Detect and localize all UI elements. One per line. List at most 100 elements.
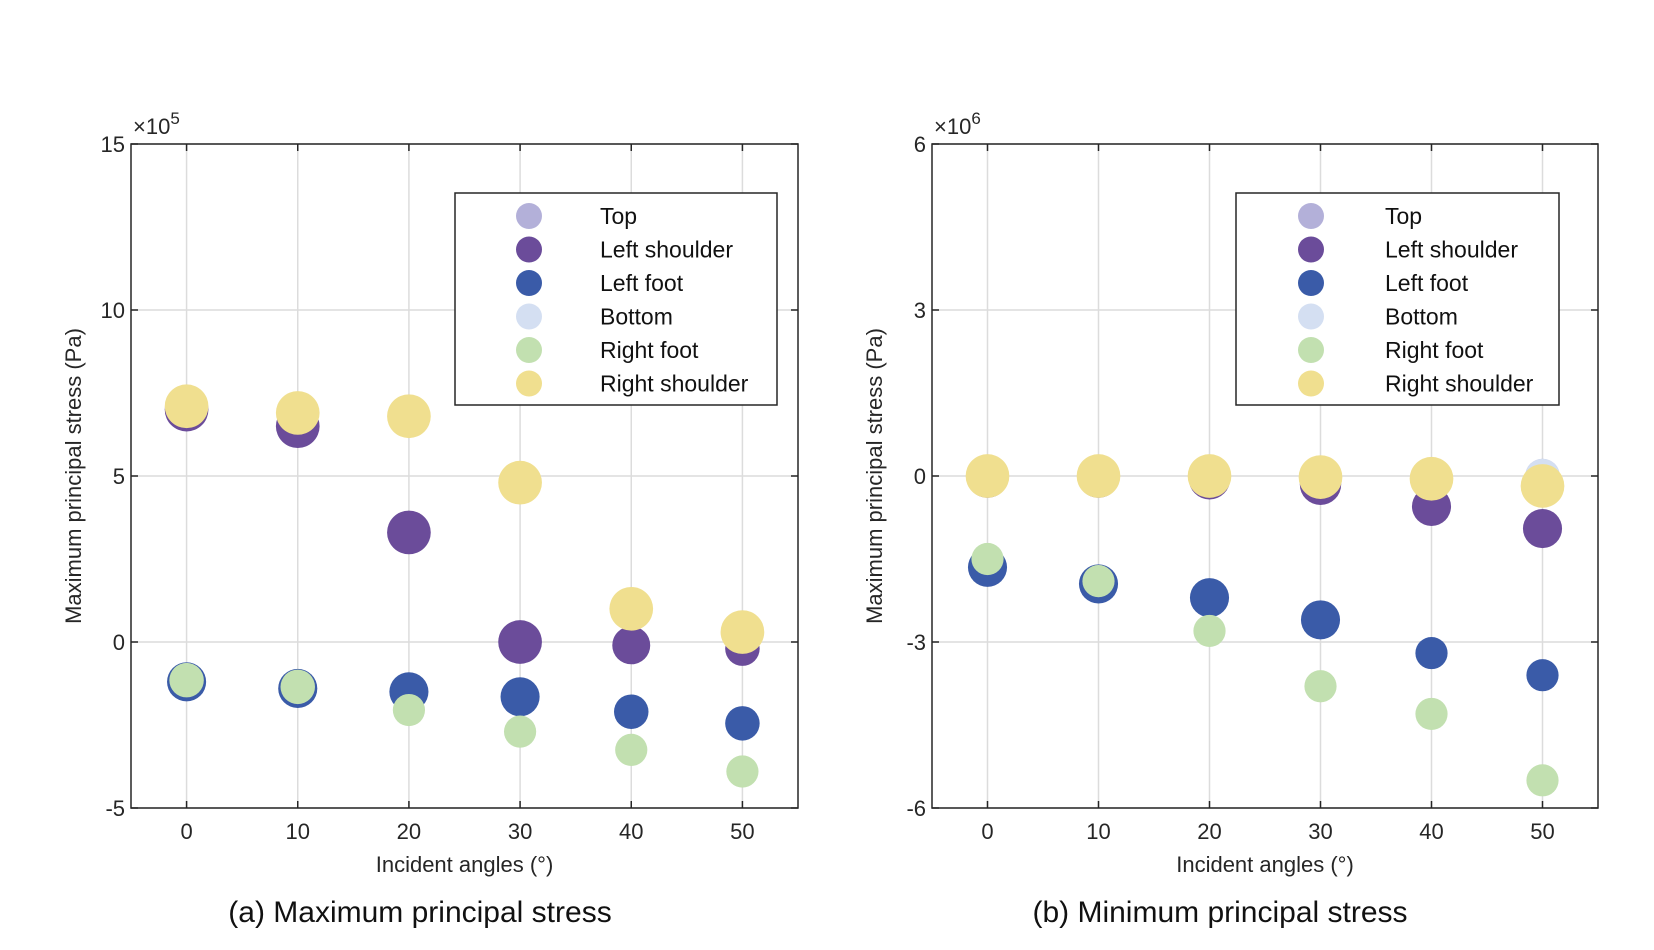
data-point-left-foot <box>1526 659 1559 692</box>
y-tick-label: 0 <box>914 464 926 489</box>
y-tick-label: 6 <box>914 132 926 157</box>
x-axis-label: Incident angles (°) <box>376 852 554 877</box>
y-multiplier: ×106 <box>934 109 981 139</box>
x-tick-label: 40 <box>619 819 643 844</box>
legend-marker-left-shoulder <box>516 236 542 263</box>
data-point-right-foot <box>1526 764 1559 797</box>
x-tick-label: 30 <box>1308 819 1332 844</box>
data-point-left-foot <box>614 694 649 729</box>
x-tick-label: 50 <box>730 819 754 844</box>
legend-label: Right foot <box>600 337 699 363</box>
data-point-right-foot <box>971 542 1004 576</box>
legend-marker-left-foot <box>516 270 542 296</box>
x-axis-label: Incident angles (°) <box>1176 852 1354 877</box>
legend-label: Top <box>600 203 637 229</box>
y-tick-label: 10 <box>101 298 125 323</box>
data-point-right-shoulder <box>1298 455 1343 499</box>
legend-marker-right-foot <box>1298 337 1324 363</box>
x-tick-label: 20 <box>1197 819 1221 844</box>
data-point-right-shoulder <box>1187 454 1232 498</box>
y-axis-label: Maximum principal stress (Pa) <box>61 328 86 624</box>
data-point-right-shoulder <box>275 391 320 435</box>
data-point-right-foot <box>1304 670 1337 703</box>
data-point-right-foot <box>503 715 537 748</box>
data-point-left-shoulder <box>498 620 542 664</box>
legend-label: Bottom <box>600 304 673 330</box>
x-tick-label: 40 <box>1419 819 1443 844</box>
legend-label: Left shoulder <box>1385 237 1518 263</box>
x-tick-label: 20 <box>397 819 421 844</box>
data-point-left-foot <box>1415 636 1448 670</box>
legend-marker-top <box>516 203 542 229</box>
data-point-right-foot <box>1082 565 1115 598</box>
data-point-left-foot <box>1300 600 1341 640</box>
x-tick-label: 0 <box>981 819 993 844</box>
data-point-right-shoulder <box>164 384 209 429</box>
x-tick-label: 10 <box>1086 819 1110 844</box>
y-tick-label: 0 <box>113 630 125 655</box>
x-tick-label: 0 <box>180 819 192 844</box>
legend-label: Bottom <box>1385 304 1458 330</box>
y-multiplier: ×105 <box>133 109 180 139</box>
data-point-right-shoulder <box>1076 454 1121 498</box>
y-axis-label: Maximum principal stress (Pa) <box>862 328 887 624</box>
y-tick-label: -3 <box>906 630 926 655</box>
x-tick-label: 10 <box>286 819 310 844</box>
legend-box <box>454 192 778 406</box>
data-point-right-shoulder <box>965 454 1010 498</box>
legend-label: Left foot <box>600 270 684 296</box>
legend-label: Right shoulder <box>600 371 749 397</box>
data-point-left-foot <box>500 677 540 717</box>
data-point-left-shoulder <box>387 510 431 555</box>
x-tick-label: 30 <box>508 819 532 844</box>
legend-marker-bottom <box>1298 303 1324 330</box>
data-point-right-shoulder <box>1409 456 1454 501</box>
data-point-left-foot <box>725 706 760 741</box>
legend-marker-bottom <box>516 303 542 330</box>
y-tick-label: -6 <box>906 796 926 821</box>
data-point-right-shoulder <box>498 460 542 505</box>
data-point-right-foot <box>726 755 759 788</box>
data-points <box>164 384 765 788</box>
legend-label: Right foot <box>1385 337 1484 363</box>
data-point-right-foot <box>1415 697 1448 731</box>
legend-box <box>1235 192 1560 406</box>
y-multiplier-exponent: 6 <box>971 109 980 128</box>
legend: Top Left shoulder Left foot Bottom Right foo… <box>1235 192 1560 406</box>
y-tick-label: -5 <box>105 796 125 821</box>
chart-caption: (b) Minimum principal stress <box>1032 896 1407 929</box>
legend-marker-left-shoulder <box>1298 236 1324 263</box>
data-point-right-foot <box>280 669 315 705</box>
data-point-left-shoulder <box>612 626 651 665</box>
data-point-right-foot <box>615 733 648 767</box>
legend-label: Top <box>1385 203 1422 229</box>
legend-marker-right-shoulder <box>516 370 542 397</box>
legend-marker-top <box>1298 203 1324 229</box>
y-multiplier-exponent: 5 <box>170 109 179 128</box>
legend-marker-right-foot <box>516 337 542 363</box>
data-point-right-foot <box>169 662 204 698</box>
y-tick-label: 3 <box>914 298 926 323</box>
data-point-left-shoulder <box>1522 509 1563 549</box>
legend-label: Right shoulder <box>1385 371 1534 397</box>
data-point-right-foot <box>1193 614 1226 648</box>
legend-label: Left shoulder <box>600 237 733 263</box>
data-point-right-shoulder <box>720 610 765 654</box>
x-tick-label: 50 <box>1530 819 1554 844</box>
data-point-right-shoulder <box>387 394 431 439</box>
legend-marker-left-foot <box>1298 270 1324 296</box>
y-tick-label: 5 <box>113 464 125 489</box>
legend-label: Left foot <box>1385 270 1469 296</box>
data-point-right-shoulder <box>609 586 654 631</box>
chart-a: 0 10 20 30 40 50 -5 0 5 10 15 ×105 Incident angles (… <box>61 109 799 929</box>
chart-caption: (a) Maximum principal stress <box>228 896 611 929</box>
data-point-left-foot <box>1189 578 1230 618</box>
data-points <box>965 454 1565 797</box>
legend: Top Left shoulder Left foot Bottom Right foo… <box>454 192 778 406</box>
data-point-right-shoulder <box>1520 464 1565 508</box>
legend-marker-right-shoulder <box>1298 370 1324 397</box>
y-tick-label: 15 <box>101 132 125 157</box>
